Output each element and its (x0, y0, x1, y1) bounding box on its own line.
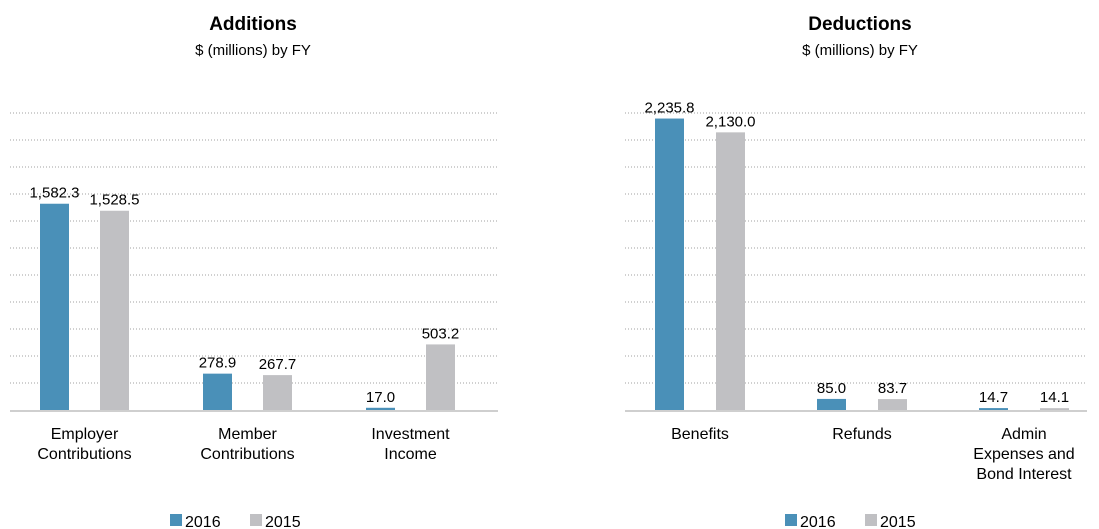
data-label: 14.7 (979, 389, 1008, 406)
chart-panel-additions: Additions $ (millions) by FY 1,582.3 278.9 1… (10, 14, 498, 529)
chart-title: Deductions (808, 14, 911, 35)
legend-label-2015: 2015 (265, 514, 301, 529)
bar-2015 (426, 344, 455, 410)
bar-2016 (203, 373, 232, 410)
category-label: Expenses and (973, 446, 1074, 463)
data-label: 85.0 (817, 380, 846, 397)
chart-title: Additions (209, 14, 297, 35)
data-label: 503.2 (422, 325, 460, 342)
data-label: 1,528.5 (89, 192, 139, 209)
data-label: 278.9 (199, 355, 237, 372)
bar-2016 (817, 398, 846, 410)
category-label: Income (384, 446, 437, 463)
bar-2015 (1040, 408, 1069, 410)
chart-subtitle: $ (millions) by FY (195, 42, 311, 59)
data-label: 2,235.8 (644, 100, 694, 117)
bar-2016 (979, 408, 1008, 410)
bar-2016 (40, 203, 69, 410)
legend-swatch-2016 (170, 514, 182, 526)
legend-swatch-2015 (865, 514, 877, 526)
legend-label-2016: 2016 (185, 514, 221, 529)
category-label: Benefits (671, 426, 729, 443)
bar-2016 (655, 118, 684, 410)
legend-swatch-2015 (250, 514, 262, 526)
category-label: Employer (51, 426, 119, 443)
bar-2016 (366, 407, 395, 410)
data-label: 267.7 (259, 356, 297, 373)
bar-2015 (878, 399, 907, 410)
chart-subtitle: $ (millions) by FY (802, 42, 918, 59)
category-label: Admin (1001, 426, 1046, 443)
data-label: 83.7 (878, 380, 907, 397)
legend-swatch-2016 (785, 514, 797, 526)
legend-label-2016: 2016 (800, 514, 836, 529)
bar-2015 (100, 210, 129, 410)
category-label: Contributions (200, 446, 294, 463)
data-label: 2,130.0 (705, 113, 755, 130)
legend-label-2015: 2015 (880, 514, 916, 529)
bar-2015 (263, 375, 292, 410)
category-label: Bond Interest (976, 466, 1072, 483)
data-label: 14.1 (1040, 389, 1069, 406)
chart-panel-deductions: Deductions $ (millions) by FY 2,235.8 85.0 1… (625, 14, 1087, 529)
data-label: 1,582.3 (29, 185, 79, 202)
category-label: Member (218, 426, 277, 443)
category-label: Refunds (832, 426, 892, 443)
category-label: Investment (371, 426, 450, 443)
category-label: Contributions (37, 446, 131, 463)
data-label: 17.0 (366, 389, 395, 406)
bar-2015 (716, 132, 745, 411)
